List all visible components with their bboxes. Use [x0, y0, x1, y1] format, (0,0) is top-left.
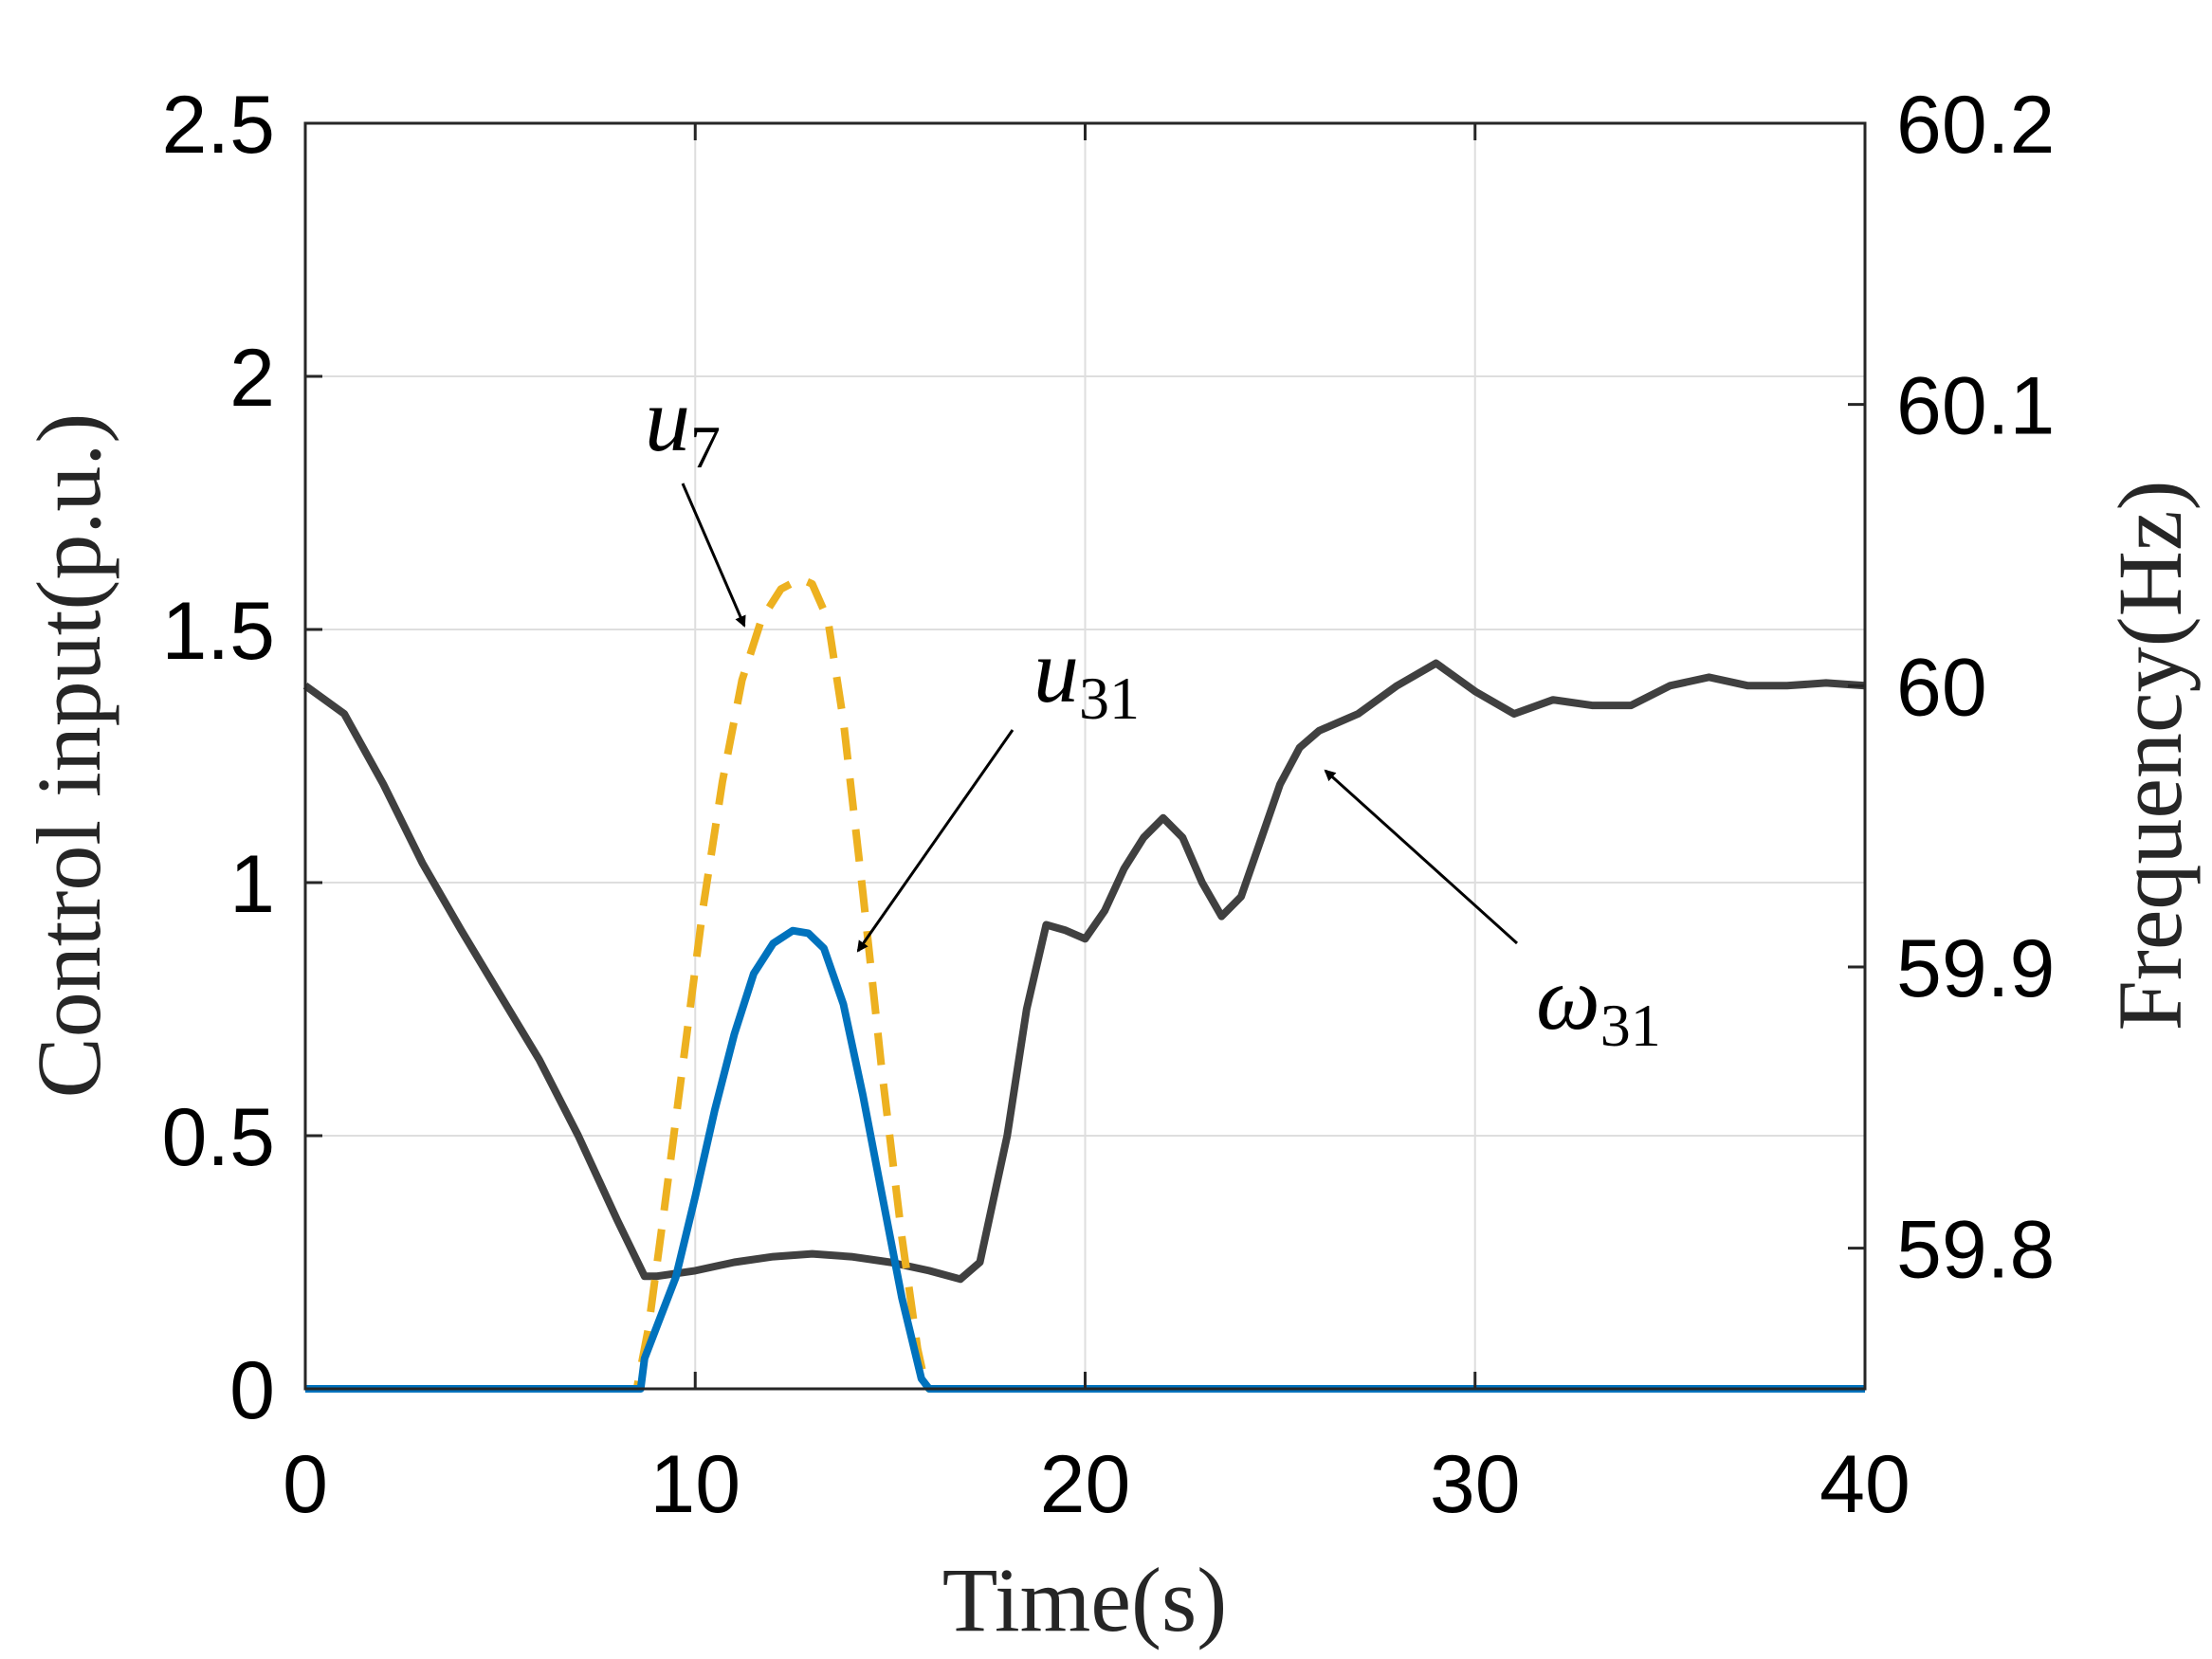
y-tick-label: 0.5 — [161, 1092, 275, 1183]
series-line-omega31 — [302, 659, 1866, 1284]
series-line-u7 — [305, 574, 1865, 1393]
svg-text:u31: u31 — [1033, 620, 1140, 732]
x-tick-label: 0 — [283, 1439, 328, 1530]
y-tick-label: 1 — [229, 839, 275, 930]
series-line-u31 — [305, 926, 1865, 1393]
y-tick-label: 2 — [229, 333, 275, 424]
annotation-omega31-symbol: ω — [1536, 947, 1600, 1048]
ticks: 0 10 20 30 40 0 0.5 1 1.5 2 2.5 59.8 59.9 60 60.1 60.2 — [161, 80, 2055, 1530]
annotation-omega31-arrow — [1324, 769, 1519, 945]
y2-tick-label: 60.1 — [1896, 361, 2055, 452]
x-tick-label: 20 — [1040, 1439, 1131, 1530]
y2-tick-label: 59.9 — [1896, 923, 2055, 1014]
x-tick-label: 40 — [1819, 1439, 1910, 1530]
annotation-u31-subscript: 31 — [1079, 665, 1140, 732]
x-axis-label: Time(s) — [942, 1549, 1228, 1650]
y2-tick-label: 60 — [1896, 642, 1987, 733]
y-axis-label: Control input(p.u.) — [18, 413, 119, 1099]
x-tick-label: 10 — [649, 1439, 740, 1530]
series-layer — [302, 574, 1866, 1393]
svg-text:u7: u7 — [645, 369, 721, 481]
y2-axis-label: Frequency(Hz) — [2099, 480, 2201, 1030]
annotation-u7-subscript: 7 — [690, 413, 721, 481]
annotation-u31-symbol: u — [1033, 620, 1079, 721]
annotation-u31: u31 — [856, 620, 1140, 953]
annotation-u7-symbol: u — [645, 369, 690, 470]
annotation-u7-arrow — [681, 483, 746, 628]
y2-tick-label: 59.8 — [1896, 1205, 2055, 1296]
y-tick-label: 1.5 — [161, 586, 275, 677]
svg-text:ω31: ω31 — [1536, 947, 1661, 1059]
annotation-u31-arrow — [856, 729, 1015, 953]
y-tick-label: 0 — [229, 1345, 275, 1436]
y-tick-label: 2.5 — [161, 80, 275, 171]
y2-tick-label: 60.2 — [1896, 80, 2055, 171]
annotation-u7: u7 — [645, 369, 746, 628]
x-tick-label: 30 — [1430, 1439, 1521, 1530]
annotation-omega31-subscript: 31 — [1600, 992, 1661, 1059]
annotation-omega31: ω31 — [1324, 769, 1661, 1059]
